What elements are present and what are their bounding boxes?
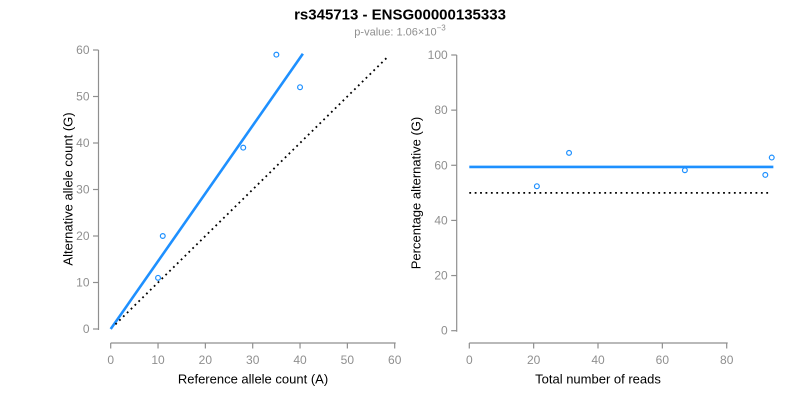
p-value-exponent: −3 [436,23,446,33]
data-point [768,154,775,161]
identity-line [114,56,389,325]
y-tick-label: 50 [76,90,90,104]
y-tick-label: 40 [76,136,90,150]
x-tick-label: 20 [527,353,541,367]
y-tick-label: 0 [83,322,90,336]
x-tick-label: 20 [199,353,213,367]
x-tick-label: 0 [466,353,473,367]
y-tick-label: 10 [76,276,90,290]
x-tick-label: 0 [107,353,114,367]
y-tick-label: 0 [441,324,448,338]
p-value-subtitle: p-value: 1.06×10−3 [354,24,445,39]
data-point [566,149,573,156]
data-point [273,51,280,58]
y-tick-label: 60 [434,158,448,172]
x-tick-label: 30 [246,353,260,367]
y-tick-label: 40 [434,213,448,227]
p-value-text: p-value: 1.06×10 [354,26,437,39]
x-tick-label: 60 [388,353,402,367]
x-tick-label: 80 [720,353,734,367]
left-x-axis-title: Reference allele count (A) [177,371,329,387]
y-tick-label: 30 [76,183,90,197]
data-point [533,183,540,190]
right-x-axis-title: Total number of reads [535,371,661,387]
x-tick-label: 40 [293,353,307,367]
data-point [681,167,688,174]
left-y-axis-title: Alternative allele count (G) [60,112,76,266]
y-tick-label: 100 [428,48,448,62]
y-tick-label: 20 [76,229,90,243]
fit-line [109,52,304,330]
right-y-axis-title: Percentage alternative (G) [408,116,424,270]
data-point [155,274,162,281]
data-point [240,144,247,151]
data-point [159,233,166,240]
x-tick-label: 60 [656,353,670,367]
data-point [297,84,304,91]
plot-title: rs345713 - ENSG00000135333 [294,6,506,24]
x-tick-label: 10 [151,353,165,367]
y-tick-label: 60 [76,43,90,57]
x-tick-label: 40 [591,353,605,367]
data-point [762,171,769,178]
y-tick-label: 20 [434,269,448,283]
y-tick-label: 80 [434,103,448,117]
x-tick-label: 50 [341,353,355,367]
